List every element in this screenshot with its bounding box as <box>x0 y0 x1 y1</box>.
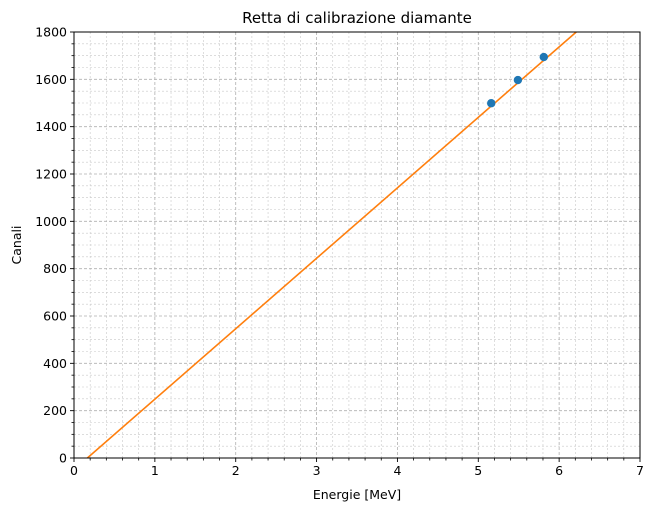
y-tick-label: 200 <box>43 403 67 418</box>
x-tick-label: 5 <box>474 463 482 478</box>
y-tick-label: 400 <box>43 356 67 371</box>
data-point <box>513 75 523 85</box>
x-tick-label: 4 <box>393 463 401 478</box>
x-tick-label: 2 <box>232 463 240 478</box>
y-axis-label: Canali <box>9 226 24 265</box>
data-point <box>487 99 496 108</box>
data-points-layer <box>487 52 548 108</box>
y-tick-label: 1600 <box>35 72 67 87</box>
y-tick-label: 1800 <box>35 25 67 40</box>
y-tick-label: 0 <box>59 451 67 466</box>
x-tick-label: 3 <box>313 463 321 478</box>
minor-grid <box>74 32 640 458</box>
x-tick-label: 1 <box>151 463 159 478</box>
y-tick-label: 1400 <box>35 119 67 134</box>
x-tick-label: 0 <box>70 463 78 478</box>
y-tick-label: 1000 <box>35 214 67 229</box>
data-point <box>539 52 548 62</box>
y-axis-ticks: 0 200 400 600 800 1000 1200 1400 1600 1800 <box>35 25 74 466</box>
chart-title: Retta di calibrazione diamante <box>242 9 472 27</box>
x-tick-label: 7 <box>636 463 644 478</box>
y-tick-label: 600 <box>43 309 67 324</box>
y-tick-label: 1200 <box>35 167 67 182</box>
y-tick-label: 800 <box>43 261 67 276</box>
x-tick-label: 6 <box>555 463 563 478</box>
x-axis-label: Energie [MeV] <box>313 487 401 502</box>
x-axis-ticks: 0 1 2 3 4 5 6 7 <box>70 458 644 478</box>
